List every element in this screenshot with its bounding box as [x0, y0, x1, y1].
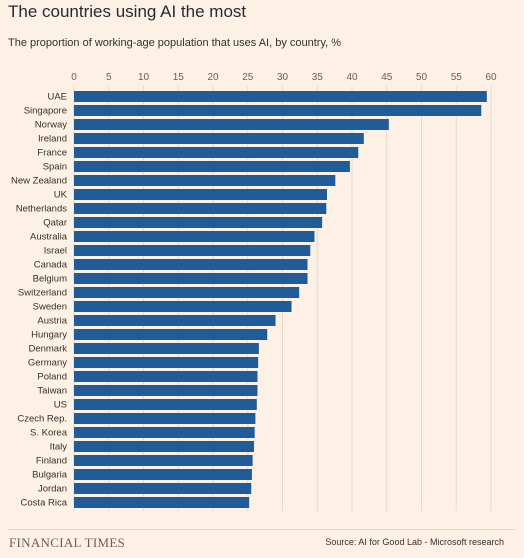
- bar: [74, 161, 350, 172]
- y-category-label: Australia: [30, 232, 68, 243]
- x-tick-label: 50: [416, 72, 428, 83]
- x-tick-label: 5: [106, 72, 112, 83]
- y-category-label: Israel: [44, 246, 67, 257]
- y-category-label: Switzerland: [18, 288, 67, 299]
- bar: [74, 203, 327, 214]
- bar: [74, 371, 258, 382]
- y-category-label: US: [54, 400, 67, 411]
- bar: [74, 483, 252, 494]
- x-tick-label: 40: [346, 72, 358, 83]
- bar: [74, 189, 327, 200]
- bar: [74, 273, 308, 284]
- x-tick-label: 10: [138, 72, 150, 83]
- y-category-label: Norway: [35, 120, 67, 131]
- y-category-label: Austria: [37, 316, 67, 327]
- y-category-label: UK: [54, 190, 68, 201]
- y-category-label: Qatar: [43, 218, 67, 229]
- x-tick-label: 60: [485, 72, 497, 83]
- source-note: Source: AI for Good Lab - Microsoft rese…: [325, 537, 504, 547]
- bar: [74, 105, 482, 116]
- y-category-label: Netherlands: [16, 204, 67, 215]
- y-category-label: Denmark: [28, 344, 67, 355]
- bar-chart: 0 5 10 15 20 25 30 35 40 45 50 55 60 UAE Singapore Norw…: [11, 72, 497, 511]
- x-tick-label: 30: [277, 72, 289, 83]
- bar: [74, 315, 276, 326]
- bar: [74, 399, 257, 410]
- y-category-label: Bulgaria: [32, 470, 68, 481]
- bar: [74, 259, 308, 270]
- y-category-label: Sweden: [33, 302, 67, 313]
- y-category-label: Belgium: [33, 274, 67, 285]
- y-category-label: Italy: [50, 442, 68, 453]
- chart-subtitle: The proportion of working-age population…: [8, 37, 342, 49]
- bar: [74, 357, 259, 368]
- chart-title: The countries using AI the most: [8, 2, 247, 21]
- brand-logo: FINANCIAL TIMES: [9, 535, 126, 550]
- y-category-label: Poland: [37, 372, 67, 383]
- y-category-label: Czech Rep.: [17, 414, 67, 425]
- x-tick-label: 25: [242, 72, 254, 83]
- x-tick-label: 35: [312, 72, 324, 83]
- y-category-label: Finland: [36, 456, 67, 467]
- y-category-label: Canada: [34, 260, 68, 271]
- y-category-label: France: [37, 148, 67, 159]
- bar: [74, 343, 259, 354]
- x-tick-label: 55: [451, 72, 463, 83]
- y-category-label: Germany: [28, 358, 67, 369]
- bar: [74, 287, 300, 298]
- x-tick-label: 20: [207, 72, 219, 83]
- y-category-label: Taiwan: [37, 386, 67, 397]
- bar: [74, 413, 256, 424]
- bar: [74, 301, 292, 312]
- y-category-label: S. Korea: [30, 428, 68, 439]
- y-category-label: Singapore: [24, 106, 67, 117]
- bar: [74, 147, 359, 158]
- y-category-label: Ireland: [38, 134, 67, 145]
- y-category-label: Hungary: [31, 330, 67, 341]
- x-tick-label: 0: [71, 72, 77, 83]
- y-category-label: UAE: [47, 92, 67, 103]
- bar: [74, 441, 255, 452]
- y-category-label: New Zealand: [11, 176, 67, 187]
- y-category-label: Spain: [43, 162, 67, 173]
- bar: [74, 175, 336, 186]
- x-tick-label: 15: [173, 72, 185, 83]
- bar: [74, 455, 253, 466]
- bar: [74, 217, 323, 228]
- bar: [74, 133, 364, 144]
- bar: [74, 469, 252, 480]
- bar: [74, 231, 315, 242]
- y-category-label: Jordan: [38, 484, 67, 495]
- bar: [74, 245, 311, 256]
- bar: [74, 329, 268, 340]
- footer-divider: [8, 529, 516, 530]
- bar: [74, 91, 487, 102]
- bar: [74, 497, 250, 508]
- bar: [74, 385, 258, 396]
- y-category-label: Costa Rica: [21, 498, 68, 509]
- x-tick-label: 45: [381, 72, 393, 83]
- bar: [74, 427, 255, 438]
- bar: [74, 119, 389, 130]
